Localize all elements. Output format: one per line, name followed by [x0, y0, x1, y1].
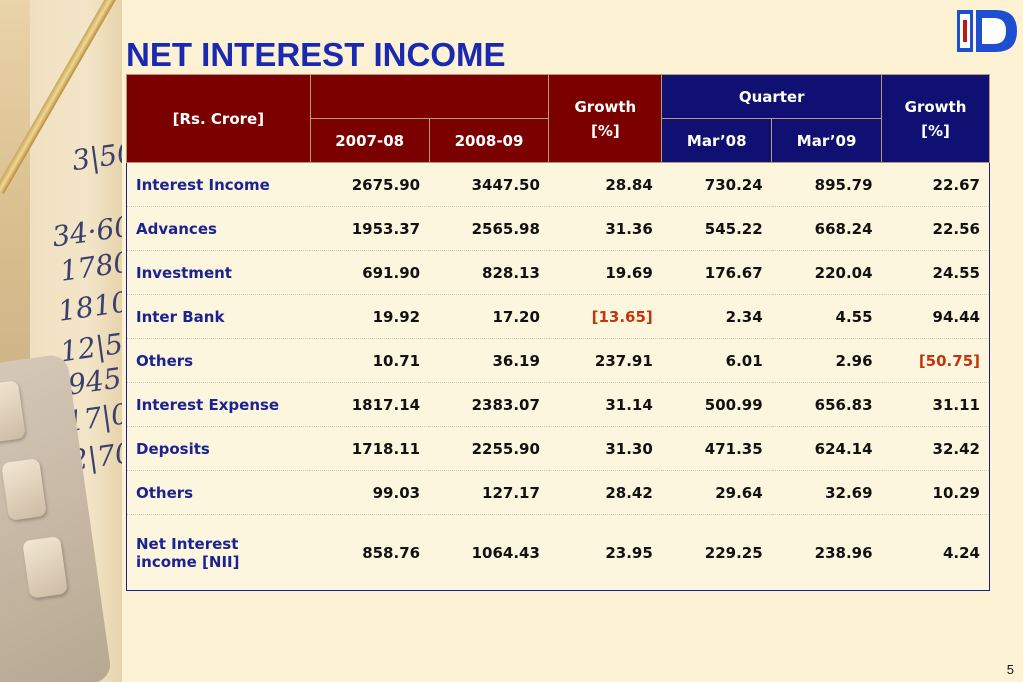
cell-quarter-growth: 22.67 [881, 162, 990, 207]
cell-growth: 28.84 [548, 162, 662, 207]
cell-mar08: 6.01 [661, 338, 772, 383]
cell-mar08: 176.67 [661, 250, 772, 295]
cell-2007-08: 858.76 [310, 514, 430, 591]
table-row: Investment 691.90 828.13 19.69 176.67 22… [126, 250, 990, 295]
row-label: Advances [126, 206, 311, 251]
col-mar09: Mar’09 [771, 118, 883, 163]
growth-header-line2: [%] [590, 121, 620, 140]
cell-2008-09: 2255.90 [429, 426, 549, 471]
cell-mar09: 668.24 [771, 206, 882, 251]
cell-mar09: 895.79 [771, 162, 882, 207]
row-label: Net Interest income [NII] [126, 514, 311, 591]
cell-2008-09: 2565.98 [429, 206, 549, 251]
row-label: Deposits [126, 426, 311, 471]
cell-growth-negative: [13.65] [548, 294, 662, 339]
cell-mar09: 220.04 [771, 250, 882, 295]
unit-header: [Rs. Crore] [126, 74, 311, 163]
row-label: Investment [126, 250, 311, 295]
calculator-key [0, 380, 26, 444]
cell-2007-08: 19.92 [310, 294, 430, 339]
cell-growth: 28.42 [548, 470, 662, 515]
cell-mar08: 29.64 [661, 470, 772, 515]
cell-mar09: 4.55 [771, 294, 882, 339]
annual-header [309, 74, 550, 119]
cell-quarter-growth: 22.56 [881, 206, 990, 251]
cell-2007-08: 1953.37 [310, 206, 430, 251]
cell-quarter-growth: 4.24 [881, 514, 990, 591]
cell-2008-09: 36.19 [429, 338, 549, 383]
row-label-line1: Net Interest [136, 534, 239, 553]
cell-2008-09: 3447.50 [429, 162, 549, 207]
cell-2008-09: 2383.07 [429, 382, 549, 427]
cell-mar08: 500.99 [661, 382, 772, 427]
cell-growth: 31.36 [548, 206, 662, 251]
quarter-growth-header-line2: [%] [921, 121, 950, 140]
cell-mar09: 656.83 [771, 382, 882, 427]
col-2007-08: 2007-08 [309, 118, 430, 163]
cell-mar09: 238.96 [771, 514, 882, 591]
quarter-growth-header-line1: Growth [904, 97, 967, 116]
col-mar08: Mar’08 [661, 118, 773, 163]
cell-mar08: 229.25 [661, 514, 772, 591]
bank-logo-icon [957, 10, 1017, 52]
cell-quarter-growth: 32.42 [881, 426, 990, 471]
cell-quarter-growth: 31.11 [881, 382, 990, 427]
table-row: Deposits 1718.11 2255.90 31.30 471.35 62… [126, 426, 990, 471]
cell-quarter-growth: 94.44 [881, 294, 990, 339]
growth-header-line1: Growth [574, 97, 637, 116]
calculator-key [22, 535, 68, 599]
cell-mar08: 471.35 [661, 426, 772, 471]
calculator-key [1, 458, 47, 521]
cell-growth: 23.95 [548, 514, 662, 591]
quarter-growth-header: Growth [%] [881, 74, 990, 163]
cell-growth: 19.69 [548, 250, 662, 295]
cell-2007-08: 10.71 [310, 338, 430, 383]
cell-mar09: 2.96 [771, 338, 882, 383]
cell-quarter-growth: 24.55 [881, 250, 990, 295]
table-row: Net Interest income [NII] 858.76 1064.43… [126, 514, 990, 591]
quarter-header: Quarter [661, 74, 883, 119]
cell-2008-09: 1064.43 [429, 514, 549, 591]
row-label: Interest Expense [126, 382, 311, 427]
table-row: Others 99.03 127.17 28.42 29.64 32.69 10… [126, 470, 990, 515]
cell-quarter-growth: 10.29 [881, 470, 990, 515]
cell-growth: 31.14 [548, 382, 662, 427]
cell-mar09: 624.14 [771, 426, 882, 471]
cell-2008-09: 828.13 [429, 250, 549, 295]
cell-mar08: 545.22 [661, 206, 772, 251]
row-label: Interest Income [126, 162, 311, 207]
table-row: Advances 1953.37 2565.98 31.36 545.22 66… [126, 206, 990, 251]
table-row: Interest Income 2675.90 3447.50 28.84 73… [126, 162, 990, 207]
table-row: Others 10.71 36.19 237.91 6.01 2.96 [50.… [126, 338, 990, 383]
cell-growth: 31.30 [548, 426, 662, 471]
row-label-line2: income [NII] [136, 552, 240, 571]
cell-quarter-growth-negative: [50.75] [881, 338, 990, 383]
growth-header: Growth [%] [548, 74, 663, 163]
col-2008-09: 2008-09 [428, 118, 550, 163]
cell-2007-08: 691.90 [310, 250, 430, 295]
cell-2007-08: 2675.90 [310, 162, 430, 207]
cell-2007-08: 99.03 [310, 470, 430, 515]
page-number: 5 [1006, 662, 1014, 677]
cell-2008-09: 17.20 [429, 294, 549, 339]
cell-2007-08: 1817.14 [310, 382, 430, 427]
decorative-side-image: 3|50 34·60 1780 1810 12|50 945 17|05 2|7… [0, 0, 122, 682]
net-interest-income-table: [Rs. Crore] Growth [%] Quarter Growth [%… [126, 74, 990, 591]
unit-label: [Rs. Crore] [172, 109, 265, 128]
row-label: Others [126, 338, 311, 383]
row-label: Others [126, 470, 311, 515]
table-row: Inter Bank 19.92 17.20 [13.65] 2.34 4.55… [126, 294, 990, 339]
page-title: NET INTEREST INCOME [126, 36, 506, 73]
cell-mar08: 2.34 [661, 294, 772, 339]
cell-mar09: 32.69 [771, 470, 882, 515]
table-row: Interest Expense 1817.14 2383.07 31.14 5… [126, 382, 990, 427]
cell-2008-09: 127.17 [429, 470, 549, 515]
cell-growth: 237.91 [548, 338, 662, 383]
cell-2007-08: 1718.11 [310, 426, 430, 471]
row-label: Inter Bank [126, 294, 311, 339]
cell-mar08: 730.24 [661, 162, 772, 207]
